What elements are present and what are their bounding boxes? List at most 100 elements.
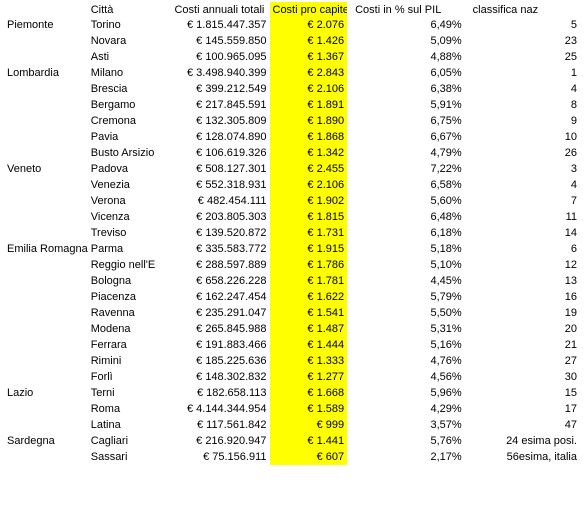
cell-pilpct: 5,60% bbox=[347, 193, 470, 209]
cell-total: € 145.559.850 bbox=[171, 33, 269, 49]
cell-percap: € 607 bbox=[270, 449, 348, 465]
cell-total: € 100.965.095 bbox=[171, 49, 269, 65]
cell-region bbox=[4, 97, 88, 113]
table-row: LombardiaMilano€ 3.498.940.399€ 2.8436,0… bbox=[4, 65, 580, 81]
cell-rank: 25 bbox=[470, 49, 580, 65]
cell-rank: 56esima, italia bbox=[470, 449, 580, 465]
cell-city: Torino bbox=[88, 17, 172, 33]
cell-total: € 132.305.809 bbox=[171, 113, 269, 129]
cell-region: Emilia Romagna bbox=[4, 241, 88, 257]
cell-rank: 23 bbox=[470, 33, 580, 49]
cell-region bbox=[4, 81, 88, 97]
cell-pilpct: 5,79% bbox=[347, 289, 470, 305]
cell-percap: € 2.106 bbox=[270, 177, 348, 193]
cell-total: € 552.318.931 bbox=[171, 177, 269, 193]
cell-total: € 658.226.228 bbox=[171, 273, 269, 289]
cell-total: € 185.225.636 bbox=[171, 353, 269, 369]
cell-pilpct: 5,96% bbox=[347, 385, 470, 401]
cell-rank: 27 bbox=[470, 353, 580, 369]
cell-region bbox=[4, 305, 88, 321]
table-row: Modena€ 265.845.988€ 1.4875,31%20 bbox=[4, 321, 580, 337]
cell-total: € 162.247.454 bbox=[171, 289, 269, 305]
cell-region bbox=[4, 353, 88, 369]
cell-region: Sardegna bbox=[4, 433, 88, 449]
table-row: Venezia€ 552.318.931€ 2.1066,58%4 bbox=[4, 177, 580, 193]
header-region bbox=[4, 2, 88, 17]
cell-rank: 10 bbox=[470, 129, 580, 145]
cell-region bbox=[4, 33, 88, 49]
cell-total: € 148.302.832 bbox=[171, 369, 269, 385]
cell-total: € 182.658.113 bbox=[171, 385, 269, 401]
cell-percap: € 1.915 bbox=[270, 241, 348, 257]
cell-region bbox=[4, 417, 88, 433]
cell-pilpct: 6,67% bbox=[347, 129, 470, 145]
cell-city: Verona bbox=[88, 193, 172, 209]
cell-percap: € 1.444 bbox=[270, 337, 348, 353]
cell-region bbox=[4, 209, 88, 225]
cell-percap: € 1.541 bbox=[270, 305, 348, 321]
cell-region bbox=[4, 49, 88, 65]
cell-rank: 12 bbox=[470, 257, 580, 273]
cell-pilpct: 5,16% bbox=[347, 337, 470, 353]
cell-rank: 21 bbox=[470, 337, 580, 353]
cell-city: Bologna bbox=[88, 273, 172, 289]
cell-pilpct: 6,38% bbox=[347, 81, 470, 97]
table-row: Sassari€ 75.156.911€ 6072,17%56esima, it… bbox=[4, 449, 580, 465]
cell-percap: € 1.367 bbox=[270, 49, 348, 65]
cell-percap: € 2.076 bbox=[270, 17, 348, 33]
cell-pilpct: 5,10% bbox=[347, 257, 470, 273]
cell-region bbox=[4, 401, 88, 417]
cell-pilpct: 4,88% bbox=[347, 49, 470, 65]
cell-rank: 11 bbox=[470, 209, 580, 225]
table-row: Ferrara€ 191.883.466€ 1.4445,16%21 bbox=[4, 337, 580, 353]
cell-region bbox=[4, 177, 88, 193]
cell-rank: 6 bbox=[470, 241, 580, 257]
cell-pilpct: 4,56% bbox=[347, 369, 470, 385]
cell-pilpct: 2,17% bbox=[347, 449, 470, 465]
cell-total: € 139.520.872 bbox=[171, 225, 269, 241]
cell-percap: € 1.589 bbox=[270, 401, 348, 417]
cell-total: € 288.597.889 bbox=[171, 257, 269, 273]
cell-city: Venezia bbox=[88, 177, 172, 193]
cell-pilpct: 5,76% bbox=[347, 433, 470, 449]
table-row: Ravenna€ 235.291.047€ 1.5415,50%19 bbox=[4, 305, 580, 321]
cell-pilpct: 5,91% bbox=[347, 97, 470, 113]
cell-city: Pavia bbox=[88, 129, 172, 145]
cell-pilpct: 4,76% bbox=[347, 353, 470, 369]
cell-city: Ravenna bbox=[88, 305, 172, 321]
cell-pilpct: 3,57% bbox=[347, 417, 470, 433]
cell-rank: 1 bbox=[470, 65, 580, 81]
cell-region bbox=[4, 273, 88, 289]
cell-rank: 5 bbox=[470, 17, 580, 33]
cell-total: € 3.498.940.399 bbox=[171, 65, 269, 81]
table-row: Brescia€ 399.212.549€ 2.1066,38%4 bbox=[4, 81, 580, 97]
cell-rank: 4 bbox=[470, 81, 580, 97]
cell-region: Veneto bbox=[4, 161, 88, 177]
cell-pilpct: 6,75% bbox=[347, 113, 470, 129]
header-percap: Costi pro capite bbox=[270, 2, 348, 17]
table-row: Vicenza€ 203.805.303€ 1.8156,48%11 bbox=[4, 209, 580, 225]
table-row: Verona€ 482.454.111€ 1.9025,60%7 bbox=[4, 193, 580, 209]
cell-city: Parma bbox=[88, 241, 172, 257]
cell-city: Novara bbox=[88, 33, 172, 49]
cell-pilpct: 6,48% bbox=[347, 209, 470, 225]
table-row: Novara€ 145.559.850€ 1.4265,09%23 bbox=[4, 33, 580, 49]
cell-percap: € 1.441 bbox=[270, 433, 348, 449]
cell-pilpct: 6,18% bbox=[347, 225, 470, 241]
cell-total: € 265.845.988 bbox=[171, 321, 269, 337]
cell-percap: € 1.342 bbox=[270, 145, 348, 161]
cell-percap: € 1.890 bbox=[270, 113, 348, 129]
table-row: Bologna€ 658.226.228€ 1.7814,45%13 bbox=[4, 273, 580, 289]
table-row: Reggio nell'E€ 288.597.889€ 1.7865,10%12 bbox=[4, 257, 580, 273]
cell-city: Ferrara bbox=[88, 337, 172, 353]
table-row: LazioTerni€ 182.658.113€ 1.6685,96%15 bbox=[4, 385, 580, 401]
cell-percap: € 999 bbox=[270, 417, 348, 433]
table-row: Bergamo€ 217.845.591€ 1.8915,91%8 bbox=[4, 97, 580, 113]
table-row: Rimini€ 185.225.636€ 1.3334,76%27 bbox=[4, 353, 580, 369]
cell-percap: € 2.455 bbox=[270, 161, 348, 177]
cell-total: € 1.815.447.357 bbox=[171, 17, 269, 33]
table-row: VenetoPadova€ 508.127.301€ 2.4557,22%3 bbox=[4, 161, 580, 177]
cell-rank: 8 bbox=[470, 97, 580, 113]
cell-pilpct: 5,18% bbox=[347, 241, 470, 257]
cell-city: Rimini bbox=[88, 353, 172, 369]
